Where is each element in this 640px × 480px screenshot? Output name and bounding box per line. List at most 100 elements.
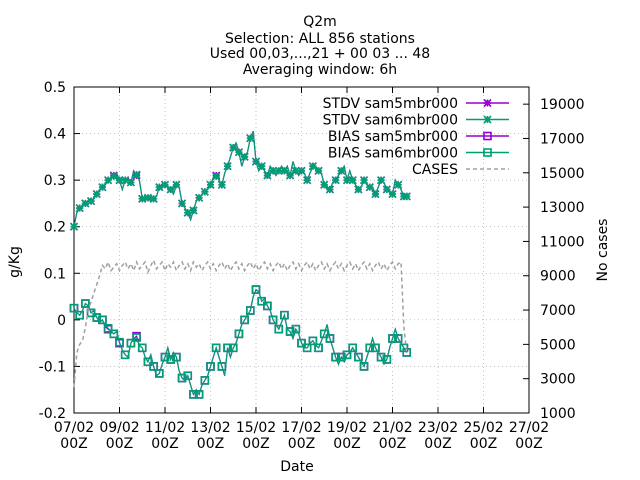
x-tick-label: 11/02 <box>145 420 185 436</box>
data-point <box>200 376 210 385</box>
data-point <box>382 355 392 364</box>
data-point <box>274 324 284 334</box>
y2-tick-label: 5000 <box>540 337 576 353</box>
data-point <box>132 333 141 342</box>
data-point <box>137 343 147 353</box>
x-tick-label: 07/02 <box>54 420 94 436</box>
data-point <box>109 329 119 339</box>
data-point <box>268 315 278 325</box>
data-point <box>69 303 79 313</box>
data-point <box>189 206 198 215</box>
y-tick-label: -0.1 <box>39 359 66 375</box>
data-point <box>98 183 107 192</box>
x-tick-label: 23/02 <box>418 420 458 436</box>
data-point <box>263 301 272 311</box>
data-point <box>280 310 289 320</box>
series-line <box>73 288 408 396</box>
data-point <box>132 170 141 179</box>
y2-tick-label: 17000 <box>540 131 585 147</box>
legend-marker <box>483 148 492 157</box>
data-point <box>257 296 266 306</box>
legend-marker <box>483 115 492 124</box>
data-point <box>331 176 340 185</box>
y2-axis-label: No cases <box>595 219 611 282</box>
data-point <box>86 308 96 318</box>
data-point <box>354 185 363 194</box>
y-tick-label: 0.4 <box>44 127 66 143</box>
legend-label: STDV sam6mbr000 <box>323 113 458 129</box>
y-tick-label: 0.5 <box>44 80 66 96</box>
axis-ticks: 07/0200Z09/0200Z11/0200Z13/0200Z15/0200Z… <box>39 80 585 452</box>
data-point <box>217 362 227 371</box>
data-point <box>251 285 261 294</box>
series-line <box>73 288 408 396</box>
series-2 <box>69 285 412 399</box>
data-point <box>337 352 346 362</box>
data-point <box>149 362 158 371</box>
title-line-2: Selection: ALL 856 stations <box>225 31 415 47</box>
data-point <box>240 315 249 325</box>
data-point <box>285 327 295 336</box>
data-point <box>228 343 238 353</box>
series-3 <box>69 285 412 399</box>
x-tick-label: 27/02 <box>509 420 549 436</box>
data-point <box>402 192 411 201</box>
x-tick-label: 00Z <box>424 436 451 452</box>
y2-tick-label: 1000 <box>540 406 576 422</box>
data-point <box>371 190 380 199</box>
x-tick-label: 25/02 <box>463 420 503 436</box>
y2-tick-label: 3000 <box>540 372 576 388</box>
data-point <box>92 313 102 322</box>
data-point <box>115 337 124 347</box>
title-line-3: Used 00,03,...,21 + 00 03 ... 48 <box>210 46 430 62</box>
title-line-4: Averaging window: 6h <box>243 62 397 78</box>
data-point <box>342 350 352 360</box>
data-point <box>331 352 340 362</box>
data-point <box>160 352 170 362</box>
data-point <box>172 180 181 189</box>
data-point <box>177 199 187 208</box>
data-point <box>348 343 357 353</box>
y-tick-label: 0.2 <box>44 220 66 236</box>
x-tick-label: 00Z <box>197 436 224 452</box>
data-point <box>365 343 375 353</box>
data-point <box>212 172 221 181</box>
x-tick-label: 00Z <box>242 436 269 452</box>
data-point <box>120 350 130 360</box>
data-point <box>354 352 363 362</box>
data-point <box>223 343 232 353</box>
data-point <box>211 343 221 353</box>
data-point <box>394 180 403 189</box>
data-point <box>92 190 101 199</box>
data-point <box>297 166 306 175</box>
data-point <box>308 336 318 346</box>
data-point <box>217 180 226 189</box>
y2-tick-label: 19000 <box>540 97 585 113</box>
x-tick-label: 00Z <box>515 436 542 452</box>
x-tick-label: 00Z <box>151 436 178 452</box>
x-tick-label: 09/02 <box>99 420 139 436</box>
data-point <box>376 352 386 362</box>
data-point <box>155 369 164 378</box>
legend-label: CASES <box>412 162 458 178</box>
y2-tick-label: 11000 <box>540 234 585 250</box>
data-point <box>240 152 249 161</box>
data-point <box>194 390 204 399</box>
data-point <box>325 334 335 343</box>
data-point <box>223 162 232 171</box>
data-point <box>143 357 153 367</box>
data-point <box>365 183 374 192</box>
data-point <box>206 180 215 189</box>
x-tick-label: 00Z <box>60 436 87 452</box>
x-tick-label: 15/02 <box>236 420 276 436</box>
data-point <box>126 178 135 187</box>
data-point <box>359 362 369 371</box>
x-tick-label: 00Z <box>288 436 315 452</box>
data-point <box>86 197 96 206</box>
data-point <box>206 362 215 371</box>
series-layer <box>69 130 412 399</box>
data-point <box>359 176 369 185</box>
data-point <box>371 343 380 353</box>
chart-title: Q2m Selection: ALL 856 stations Used 00,… <box>210 14 430 78</box>
legend-label: BIAS sam6mbr000 <box>328 146 458 162</box>
